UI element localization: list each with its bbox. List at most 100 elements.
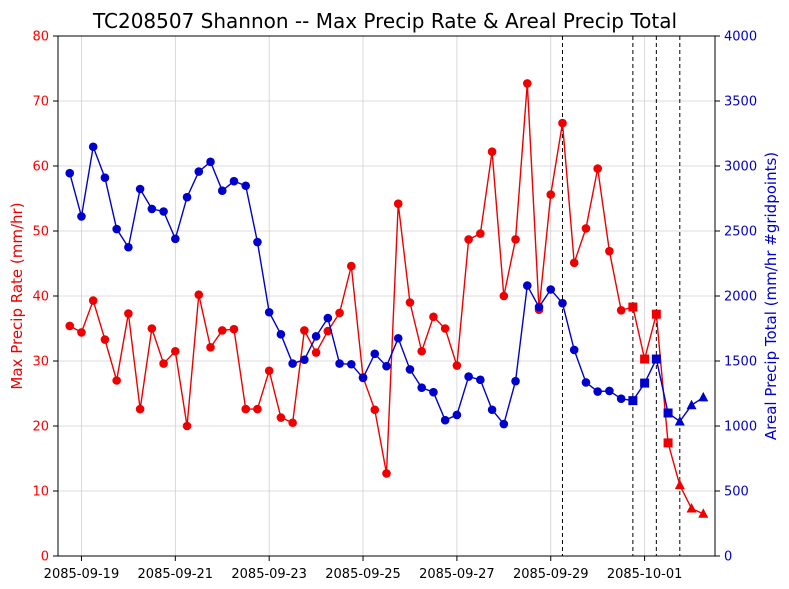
max-precip-point (370, 405, 380, 415)
areal-precip-point (112, 224, 121, 234)
max-precip-point (194, 290, 204, 300)
y-left-tick-label: 50 (32, 225, 49, 240)
max-precip-point (663, 438, 673, 448)
x-tick-label: 2085-09-21 (138, 567, 214, 582)
max-precip-point (300, 326, 309, 335)
max-precip-point (335, 308, 344, 318)
areal-precip-point (628, 396, 638, 406)
max-precip-point (417, 346, 426, 356)
y-right-tick-label: 2500 (724, 225, 757, 240)
areal-precip-point (522, 281, 532, 290)
areal-precip-point (194, 167, 204, 176)
areal-precip-point (171, 234, 180, 244)
areal-precip-point (686, 399, 697, 410)
areal-precip-point (651, 354, 661, 364)
y-left-tick-label: 30 (32, 355, 49, 370)
max-precip-point (593, 164, 602, 173)
areal-precip-point (347, 359, 356, 369)
areal-precip-point (124, 242, 133, 252)
areal-precip-point (335, 359, 344, 368)
max-precip-point (253, 404, 262, 414)
areal-precip-point (640, 378, 650, 388)
areal-precip-point (452, 410, 462, 420)
areal-precip-point (276, 330, 286, 339)
y-right-tick-label: 500 (724, 485, 749, 500)
areal-precip-point (323, 313, 333, 323)
areal-precip-point (581, 378, 591, 387)
areal-precip-point (159, 207, 168, 216)
max-precip-point (182, 421, 192, 431)
areal-precip-point (370, 349, 380, 359)
areal-precip-point (487, 405, 497, 415)
max-precip-point (112, 376, 121, 385)
max-precip-point (206, 343, 215, 352)
areal-precip-point (100, 173, 110, 182)
max-precip-point (241, 404, 251, 414)
max-precip-point (628, 302, 638, 312)
y-right-tick-label: 2000 (724, 290, 757, 305)
max-precip-point (686, 503, 697, 513)
areal-precip-point (65, 168, 75, 178)
max-precip-point (429, 312, 438, 322)
x-tick-label: 2085-09-27 (419, 567, 495, 582)
areal-precip-point (558, 298, 567, 308)
areal-precip-point (253, 237, 262, 247)
y-right-tick-label: 1000 (724, 420, 757, 435)
max-precip-point (487, 147, 497, 156)
axis-layer: 2085-09-19 2085-09-21 2085-09-23 2085-09-25… (32, 30, 757, 583)
max-precip-point (229, 324, 239, 334)
max-precip-point (171, 346, 180, 356)
y-left-tick-label: 40 (32, 290, 49, 305)
max-precip-point (264, 366, 274, 376)
y-right-tick-label: 0 (724, 550, 732, 565)
max-precip-point (698, 508, 709, 518)
max-precip-point (135, 404, 145, 414)
max-precip-point (382, 469, 391, 478)
areal-precip-point (393, 333, 403, 343)
max-precip-point (405, 298, 415, 307)
max-precip-point (393, 199, 403, 208)
areal-precip-point (464, 372, 473, 381)
y-right-tick-label: 4000 (724, 30, 757, 45)
max-precip-point (558, 118, 567, 128)
areal-precip-point (534, 302, 544, 312)
y-left-axis-label: Max Precip Rate (mm/hr) (8, 202, 26, 389)
y-left-tick-label: 80 (32, 30, 49, 45)
max-precip-point (511, 235, 520, 244)
areal-precip-point (499, 419, 509, 429)
areal-precip-point (546, 285, 556, 294)
chart-title: TC208507 Shannon -- Max Precip Rate & Ar… (92, 9, 677, 33)
areal-precip-point (593, 387, 602, 396)
y-left-tick-label: 10 (32, 485, 49, 500)
x-tick-label: 2085-09-29 (513, 567, 589, 582)
areal-precip-point (311, 332, 321, 341)
max-precip-point (100, 335, 110, 344)
y-left-tick-label: 70 (32, 95, 49, 110)
y-right-axis-label: Areal Precip Total (mm/hr #gridpoints) (762, 152, 780, 440)
max-precip-point (452, 361, 462, 370)
max-precip-point (616, 306, 626, 315)
areal-precip-point (417, 383, 426, 392)
areal-precip-point (229, 176, 239, 186)
max-precip-point (288, 418, 297, 428)
max-precip-point (640, 354, 650, 364)
max-precip-point (217, 326, 227, 335)
max-precip-point (651, 309, 661, 319)
y-left-tick-label: 60 (32, 160, 49, 175)
x-tick-label: 2085-09-23 (231, 567, 307, 582)
series-layer (65, 79, 709, 518)
areal-precip-point (288, 359, 297, 368)
y-right-tick-label: 1500 (724, 355, 757, 370)
areal-precip-point (605, 386, 614, 396)
max-precip-point (159, 359, 168, 368)
areal-precip-point (476, 375, 485, 385)
max-precip-point (499, 291, 509, 301)
max-precip-point (88, 296, 98, 305)
max-precip-point (546, 190, 556, 199)
x-tick-label: 2085-09-25 (325, 567, 401, 582)
max-precip-point (464, 235, 473, 244)
areal-precip-point (674, 415, 685, 426)
max-precip-point (77, 328, 86, 337)
max-precip-point (674, 479, 685, 490)
